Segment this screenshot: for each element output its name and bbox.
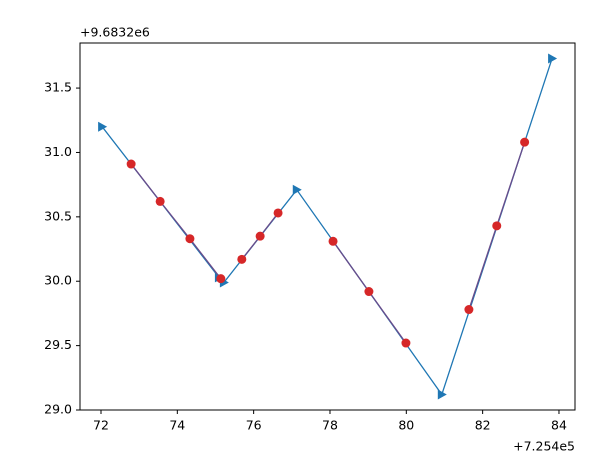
x-tick-label: 74 (169, 418, 185, 433)
point (292, 184, 302, 195)
y-offset-label: +9.6832e6 (80, 25, 150, 40)
y-tick-label: 29.5 (44, 337, 72, 352)
point (273, 208, 283, 218)
x-tick-label: 78 (322, 418, 338, 433)
point (328, 236, 338, 246)
point (126, 159, 136, 169)
point (255, 231, 265, 241)
x-tick-label: 82 (475, 418, 491, 433)
point (437, 389, 447, 400)
series-line (130, 163, 222, 280)
y-tick-label: 30.5 (44, 208, 72, 223)
x-offset-label: +7.254e5 (513, 439, 575, 454)
point (155, 196, 165, 206)
y-tick-label: 30.0 (44, 273, 72, 288)
point (237, 254, 247, 264)
point (364, 287, 374, 297)
series-line (101, 58, 553, 396)
point (185, 234, 195, 244)
point (401, 338, 411, 348)
point (548, 53, 558, 64)
point (216, 274, 226, 284)
x-tick-label: 84 (551, 418, 567, 433)
x-tick-label: 76 (246, 418, 262, 433)
y-tick-label: 29.0 (44, 402, 72, 417)
y-tick-label: 31.5 (44, 80, 72, 95)
x-tick-label: 72 (93, 418, 109, 433)
point (520, 137, 530, 147)
y-tick-label: 31.0 (44, 144, 72, 159)
x-tick-label: 80 (398, 418, 414, 433)
point (464, 305, 474, 315)
point (492, 221, 502, 231)
axes-frame (79, 42, 576, 411)
point (98, 121, 108, 132)
